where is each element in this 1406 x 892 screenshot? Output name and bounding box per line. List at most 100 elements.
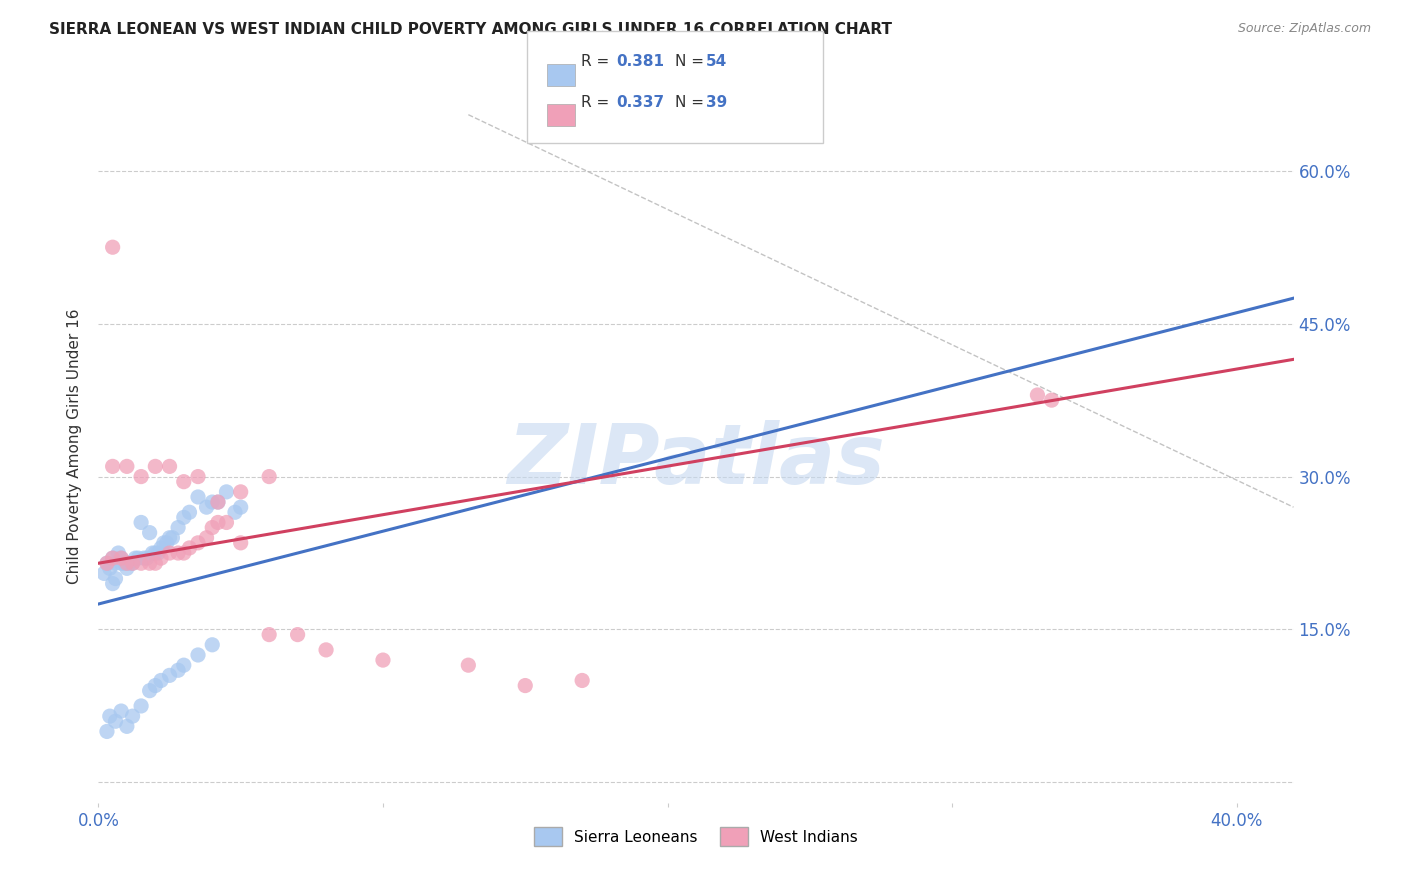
Point [110,556,132,570]
Text: R =: R = [581,54,614,69]
Point [195,500,218,515]
Point [207,516,229,530]
Point [143,546,166,560]
Point [179,505,201,519]
Point [124,551,146,566]
Point [110,551,132,566]
Point [110,551,132,566]
Point [129,469,152,483]
Point [457,658,479,673]
Point [143,556,166,570]
Point [93,566,115,581]
Point [229,484,252,499]
Point [215,516,238,530]
Point [96,724,118,739]
Point [143,679,166,693]
Point [515,679,537,693]
Point [138,683,160,698]
Point [173,658,195,673]
Point [173,546,195,560]
Text: N =: N = [675,95,709,110]
Point [115,556,138,570]
Text: SIERRA LEONEAN VS WEST INDIAN CHILD POVERTY AMONG GIRLS UNDER 16 CORRELATION CHA: SIERRA LEONEAN VS WEST INDIAN CHILD POVE… [49,22,893,37]
Point [101,240,124,254]
Point [201,495,224,509]
Point [162,531,184,545]
Point [107,546,129,560]
Point [571,673,593,688]
Point [101,459,124,474]
Point [257,627,280,641]
Point [118,556,141,570]
Point [138,556,160,570]
Point [143,459,166,474]
Point [104,572,127,586]
Point [167,663,190,677]
Point [129,698,152,713]
Point [121,556,143,570]
Point [129,516,152,530]
Point [148,546,170,560]
Point [207,495,229,509]
Point [1026,388,1049,402]
Text: 54: 54 [706,54,727,69]
Point [167,520,190,534]
Point [315,643,337,657]
Point [207,495,229,509]
Point [96,556,118,570]
Point [135,551,157,566]
Point [127,551,149,566]
Point [101,551,124,566]
Point [121,709,143,723]
Point [96,556,118,570]
Point [115,719,138,733]
Point [1040,393,1063,408]
Point [138,525,160,540]
Point [187,648,209,662]
Point [121,556,143,570]
Point [98,561,121,575]
Point [159,668,181,682]
Text: 0.337: 0.337 [616,95,664,110]
Point [98,709,121,723]
Text: R =: R = [581,95,614,110]
Point [104,714,127,729]
Point [187,536,209,550]
Point [159,459,181,474]
Point [224,505,246,519]
Point [167,546,190,560]
Point [112,556,135,570]
Point [150,541,173,555]
Point [187,490,209,504]
Point [201,520,224,534]
Text: N =: N = [675,54,709,69]
Point [187,469,209,483]
Legend: Sierra Leoneans, West Indians: Sierra Leoneans, West Indians [529,822,863,852]
Point [104,556,127,570]
Point [229,536,252,550]
Point [150,551,173,566]
Point [173,475,195,489]
Point [215,484,238,499]
Point [195,531,218,545]
Text: 0.381: 0.381 [616,54,664,69]
Text: 39: 39 [706,95,727,110]
Text: Source: ZipAtlas.com: Source: ZipAtlas.com [1237,22,1371,36]
Point [153,536,176,550]
Point [115,561,138,575]
Point [101,551,124,566]
Point [159,546,181,560]
Point [159,531,181,545]
Y-axis label: Child Poverty Among Girls Under 16: Child Poverty Among Girls Under 16 [67,309,83,583]
Point [287,627,309,641]
Point [115,459,138,474]
Point [156,536,179,550]
Point [173,510,195,524]
Point [150,673,173,688]
Point [110,704,132,718]
Point [201,638,224,652]
Point [101,576,124,591]
Point [179,541,201,555]
Point [129,556,152,570]
Point [229,500,252,515]
